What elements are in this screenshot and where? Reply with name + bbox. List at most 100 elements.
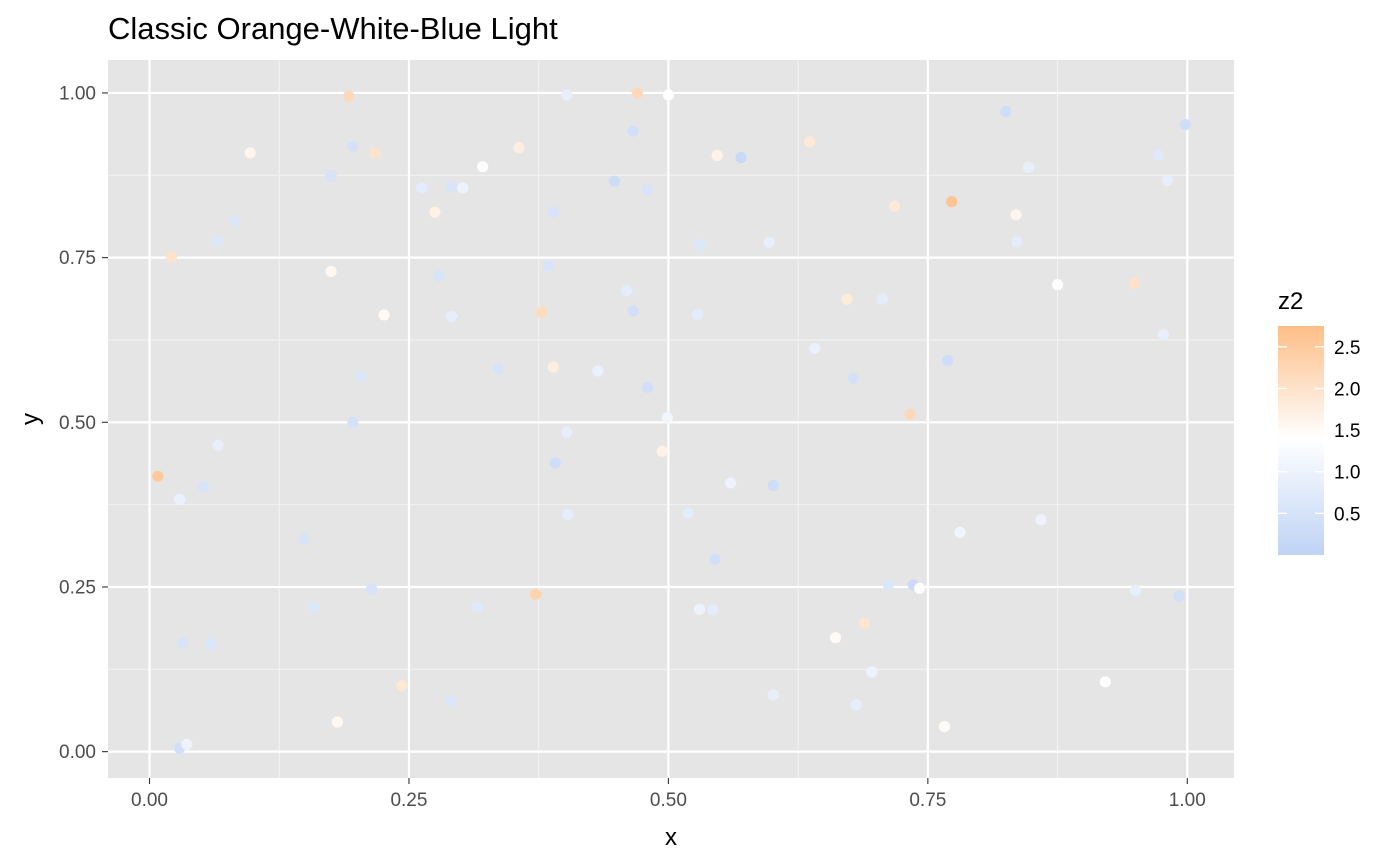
colorbar-tick-label: 1.5 xyxy=(1334,421,1360,442)
data-point xyxy=(529,588,542,600)
data-point xyxy=(631,87,643,99)
data-points xyxy=(152,87,1191,754)
data-point xyxy=(954,526,966,538)
data-point xyxy=(627,305,639,317)
y-tick-label: 0.00 xyxy=(59,742,96,763)
y-axis-title: y xyxy=(17,413,44,425)
data-point xyxy=(492,363,504,375)
data-point xyxy=(445,310,458,322)
data-point xyxy=(177,637,189,649)
x-tick-label: 0.75 xyxy=(909,790,946,811)
x-tick-label: 0.25 xyxy=(390,790,427,811)
data-point xyxy=(711,149,723,162)
data-point xyxy=(661,412,673,424)
data-point xyxy=(1157,329,1170,341)
data-point xyxy=(1000,105,1012,117)
data-point xyxy=(445,180,458,193)
colorbar-ticks: 0.5 1.0 1.5 2.0 2.5 xyxy=(1278,338,1360,525)
data-point xyxy=(642,184,654,196)
data-point xyxy=(513,142,525,154)
y-tick-label: 0.50 xyxy=(59,413,96,434)
data-point xyxy=(347,140,359,152)
data-point xyxy=(1011,236,1023,248)
data-point xyxy=(197,481,210,493)
data-point xyxy=(365,583,378,595)
data-point xyxy=(457,182,469,194)
data-point xyxy=(709,553,721,565)
data-point xyxy=(433,270,445,282)
data-point xyxy=(561,89,573,101)
chart-title: Classic Orange-White-Blue Light xyxy=(108,11,558,46)
colorbar-tick-label: 0.5 xyxy=(1334,504,1360,525)
data-point xyxy=(298,533,310,546)
data-point xyxy=(331,716,343,728)
data-point xyxy=(693,238,706,251)
data-point xyxy=(850,699,862,711)
data-point xyxy=(244,147,256,159)
x-tick-label: 0.50 xyxy=(650,790,687,811)
data-point xyxy=(542,259,554,272)
x-tick-label: 1.00 xyxy=(1169,790,1206,811)
data-point xyxy=(347,416,359,428)
data-point xyxy=(767,479,779,492)
data-point xyxy=(682,507,694,519)
data-point xyxy=(693,603,706,615)
data-point xyxy=(471,601,484,613)
data-point xyxy=(876,293,888,305)
data-point xyxy=(1022,161,1035,173)
data-point xyxy=(229,215,241,227)
data-point xyxy=(378,309,390,321)
data-point xyxy=(561,426,573,438)
x-tick-label: 0.00 xyxy=(131,790,168,811)
data-point xyxy=(415,182,428,194)
data-point xyxy=(165,251,177,263)
y-tick-label: 0.75 xyxy=(59,248,96,269)
data-point xyxy=(562,508,574,521)
colorbar xyxy=(1278,326,1324,555)
colorbar-tick-label: 2.5 xyxy=(1334,338,1360,359)
colorbar-title: z2 xyxy=(1278,288,1303,315)
data-point xyxy=(477,161,489,173)
data-point xyxy=(1161,174,1174,187)
data-point xyxy=(1173,590,1185,602)
data-point xyxy=(592,365,604,377)
data-point xyxy=(882,579,895,591)
data-point xyxy=(429,206,441,218)
data-point xyxy=(536,306,548,318)
data-point xyxy=(396,680,408,692)
data-point xyxy=(662,89,675,101)
data-point xyxy=(858,617,871,629)
data-point xyxy=(1051,279,1064,291)
data-point xyxy=(547,206,559,218)
data-point xyxy=(847,372,859,384)
data-point xyxy=(325,170,337,182)
data-point xyxy=(938,721,951,733)
data-point xyxy=(1099,676,1111,688)
data-point xyxy=(656,445,668,457)
data-point xyxy=(369,147,381,159)
x-axis-title: x xyxy=(665,824,677,851)
data-point xyxy=(211,235,223,247)
y-tick-label: 1.00 xyxy=(59,83,96,104)
data-point xyxy=(1129,584,1142,596)
data-point xyxy=(866,666,878,678)
data-point xyxy=(1010,209,1022,221)
data-point xyxy=(343,90,355,102)
data-point xyxy=(913,582,926,594)
data-point xyxy=(205,638,217,650)
data-point xyxy=(181,738,193,751)
data-point xyxy=(307,601,320,613)
data-point xyxy=(691,308,704,320)
data-point xyxy=(1035,514,1047,526)
data-point xyxy=(627,125,639,137)
minor-grid xyxy=(108,60,1234,778)
data-point xyxy=(444,695,457,707)
data-point xyxy=(803,136,816,148)
y-axis: 0.00 0.25 0.50 0.75 1.00 xyxy=(59,83,108,763)
data-point xyxy=(941,354,954,366)
data-point xyxy=(325,265,337,278)
colorbar-tick-label: 1.0 xyxy=(1334,463,1360,484)
data-point xyxy=(707,604,719,616)
data-point xyxy=(889,200,901,212)
